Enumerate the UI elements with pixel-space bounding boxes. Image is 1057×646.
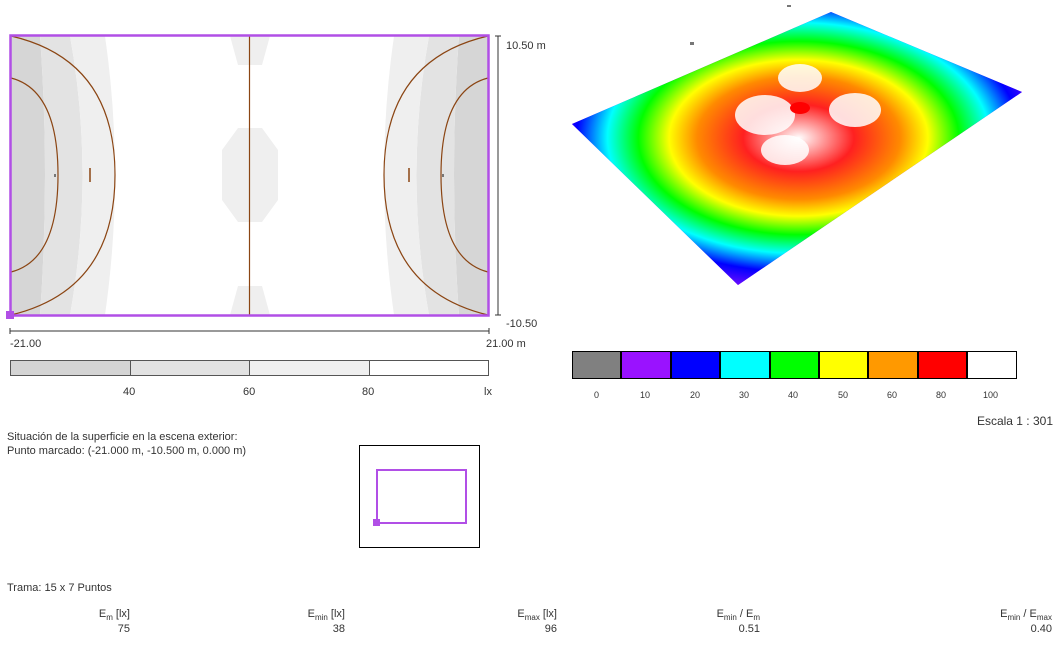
color-scale-label: 100	[983, 390, 999, 400]
gray-scale-cell	[250, 361, 370, 375]
plan-x-left-label: -21.00	[10, 338, 42, 350]
color-scale-label: 20	[690, 390, 701, 400]
color-scale-label: 0	[594, 390, 600, 400]
color-scale-cell	[572, 351, 622, 379]
color-scale-cell	[621, 351, 671, 379]
color-scale-bar	[572, 351, 1017, 381]
stat-value: 0.51	[738, 623, 760, 636]
color-scale-cell	[670, 351, 721, 379]
scale-text: Escala 1 : 301	[976, 414, 1053, 428]
stat-em: Em [lx] 75	[60, 608, 130, 635]
stat-emin-emax: Emin / Emax 0.40	[960, 608, 1052, 635]
stat-value: 96	[544, 623, 557, 636]
gray-scale-cell	[130, 361, 250, 375]
color-scale-cell	[818, 351, 869, 379]
gray-scale-cell	[11, 361, 131, 375]
gray-scale-unit: lx	[484, 386, 492, 398]
plan-y-top-label: 10.50 m	[506, 40, 546, 52]
stat-emin-em: Emin / Em 0.51	[690, 608, 760, 635]
gray-scale-tick: 40	[123, 386, 136, 398]
false-color-3d-view	[572, 5, 1022, 285]
stat-value: 0.40	[1030, 623, 1052, 636]
isolux-plan	[6, 34, 501, 334]
color-scale-label: 40	[788, 390, 799, 400]
color-scale-label: 50	[838, 390, 849, 400]
color-scale-cell	[967, 351, 1017, 379]
plan-y-bottom-label: -10.50	[506, 318, 538, 330]
color-scale-label: 30	[739, 390, 750, 400]
stat-emax: Emax [lx] 96	[480, 608, 557, 635]
gray-scale-tick: 80	[362, 386, 375, 398]
color-scale-cell	[917, 351, 968, 379]
color-scale-cell	[769, 351, 819, 379]
color-scale-label: 60	[887, 390, 898, 400]
color-scale-label: 10	[640, 390, 651, 400]
location-line-1: Situación de la superficie en la escena …	[7, 431, 238, 443]
grid-text: Trama: 15 x 7 Puntos	[7, 582, 112, 594]
color-scale-label: 80	[936, 390, 947, 400]
stat-value: 75	[117, 623, 130, 636]
stat-emin: Emin [lx] 38	[270, 608, 345, 635]
gray-scale-cell	[369, 361, 488, 375]
stat-value: 38	[332, 623, 345, 636]
location-map	[359, 445, 480, 548]
gray-scale-bar	[10, 360, 489, 376]
gray-scale-tick: 60	[243, 386, 256, 398]
color-scale-cell	[720, 351, 770, 379]
plan-x-right-label: 21.00 m	[486, 338, 526, 350]
color-scale-cell	[868, 351, 918, 379]
location-line-2: Punto marcado: (-21.000 m, -10.500 m, 0.…	[7, 445, 247, 457]
